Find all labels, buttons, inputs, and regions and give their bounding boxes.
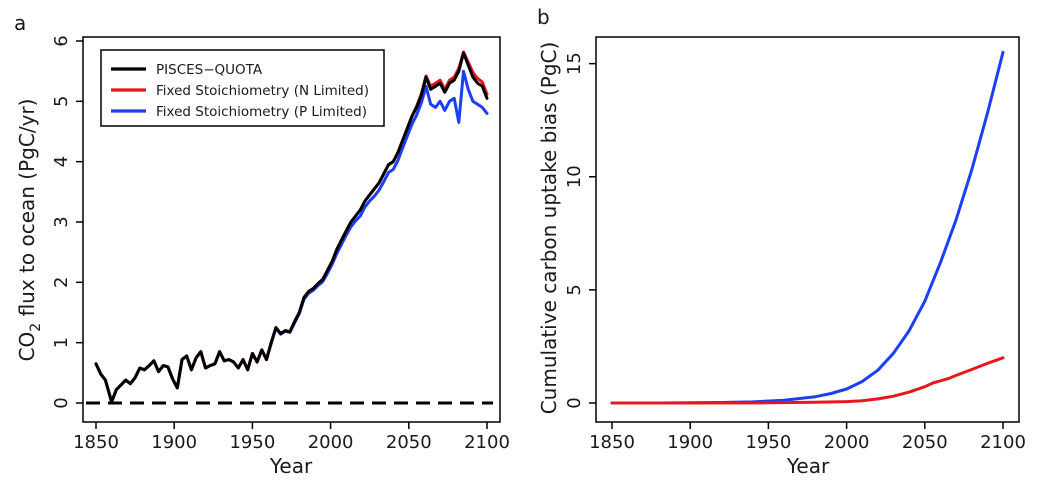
panel-a-y-axis-label-subscript: 2 bbox=[28, 323, 44, 332]
panel-b-y-tick-label: 10 bbox=[564, 165, 585, 188]
panel-a-y-tick-label: 2 bbox=[51, 277, 72, 288]
panel-a-y-tick-label: 0 bbox=[51, 397, 72, 408]
legend-box bbox=[100, 49, 385, 127]
panel-b-x-tick-label: 2050 bbox=[902, 432, 948, 453]
panel-a-y-axis-label-pre: CO bbox=[15, 332, 39, 362]
panel-a-y-tick-label: 3 bbox=[51, 216, 72, 227]
panel-a-x-tick-label: 1850 bbox=[73, 432, 119, 453]
panel-b-series-line-1 bbox=[610, 356, 1005, 405]
panel-a-series bbox=[94, 50, 489, 404]
panel-b-x-tick-label: 1850 bbox=[589, 432, 635, 453]
panel-a-plot-frame bbox=[82, 36, 501, 423]
panel-a-series-line-0 bbox=[94, 51, 489, 404]
panel-a-x-tick-label: 2000 bbox=[308, 432, 354, 453]
panel-a-axes: 1850 1900 1950 2000 2050 2100 0 1 2 3 4 5 6 bbox=[51, 35, 510, 453]
panel-b-letter: b bbox=[537, 5, 550, 29]
panel-b-y-tick-label: 5 bbox=[564, 284, 585, 295]
panel-a-y-tick-label: 1 bbox=[51, 337, 72, 348]
panel-a-y-tick-label: 6 bbox=[51, 35, 72, 46]
panel-a-y-axis-label: CO2 flux to ocean (PgC/yr) bbox=[15, 99, 44, 362]
panel-b-x-axis-label: Year bbox=[786, 454, 830, 478]
panel-b-series-line-0 bbox=[610, 50, 1005, 405]
panel-a-x-tick-label: 2050 bbox=[386, 432, 432, 453]
panel-a-x-tick-label: 2100 bbox=[464, 432, 510, 453]
panel-b-x-tick-label: 1900 bbox=[667, 432, 713, 453]
panel-a-y-tick-label: 4 bbox=[51, 156, 72, 167]
panel-a-y-axis-label-post: flux to ocean (PgC/yr) bbox=[15, 99, 39, 323]
panel-b-plot-frame bbox=[595, 36, 1020, 423]
legend-label-n-limited: Fixed Stoichiometry (N Limited) bbox=[156, 83, 369, 99]
panel-b-y-tick-label: 15 bbox=[564, 52, 585, 75]
panel-b: b 1850 1900 1950 2000 2050 2100 0 5 10 15 Year Cu… bbox=[537, 5, 1026, 478]
panel-a-x-axis-label: Year bbox=[269, 454, 313, 478]
legend-label-p-limited: Fixed Stoichiometry (P Limited) bbox=[156, 104, 367, 120]
legend-label-pisces-quota: PISCES−QUOTA bbox=[156, 62, 263, 78]
panel-a-legend: PISCES−QUOTA Fixed Stoichiometry (N Limi… bbox=[100, 49, 385, 127]
panel-b-x-tick-label: 2000 bbox=[824, 432, 870, 453]
panel-b-x-tick-label: 2100 bbox=[980, 432, 1026, 453]
panel-a-letter: a bbox=[14, 11, 26, 35]
panel-a-x-tick-label: 1950 bbox=[229, 432, 275, 453]
panel-a-y-tick-label: 5 bbox=[51, 96, 72, 107]
panel-b-axes: 1850 1900 1950 2000 2050 2100 0 5 10 15 bbox=[564, 52, 1026, 453]
panel-a-x-tick-label: 1900 bbox=[151, 432, 197, 453]
panel-b-series bbox=[610, 50, 1005, 405]
panel-b-y-tick-label: 0 bbox=[564, 397, 585, 408]
panel-b-x-tick-label: 1950 bbox=[745, 432, 791, 453]
panel-b-y-axis-label: Cumulative carbon uptake bias (PgC) bbox=[537, 42, 561, 415]
